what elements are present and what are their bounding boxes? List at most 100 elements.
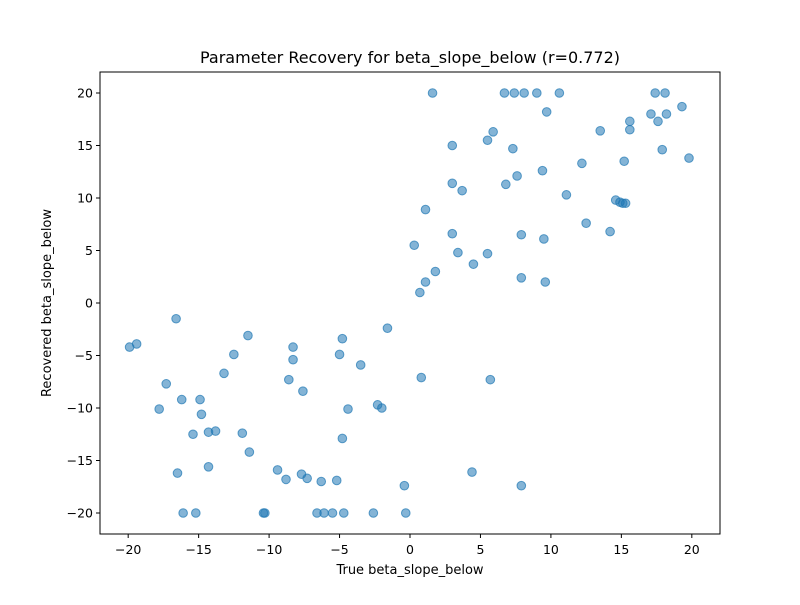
scatter-point-67: [508, 143, 518, 154]
scatter-point-1: [131, 339, 142, 349]
scatter-point-51: [420, 204, 431, 215]
scatter-point-25: [288, 342, 298, 352]
scatter-point-60: [467, 467, 477, 477]
scatter-point-31: [316, 476, 327, 487]
scatter-point-35: [334, 349, 345, 360]
scatter-point-22: [272, 465, 283, 475]
scatter-point-61: [482, 135, 493, 146]
scatter-point-73: [519, 88, 529, 98]
scatter-point-7: [178, 508, 188, 518]
scatter-point-18: [243, 330, 253, 341]
scatter-point-76: [539, 234, 549, 244]
x-tick-label: −15: [185, 542, 211, 557]
scatter-point-92: [646, 109, 656, 119]
x-tick-label: −5: [330, 542, 348, 557]
scatter-point-53: [430, 266, 441, 277]
scatter-point-98: [677, 101, 687, 112]
scatter-point-52: [427, 88, 438, 98]
scatter-point-2: [154, 404, 164, 414]
scatter-point-26: [288, 354, 298, 365]
scatter-point-66: [501, 179, 511, 190]
scatter-point-8: [188, 429, 198, 440]
scatter-point-54: [447, 140, 458, 151]
scatter-point-80: [561, 190, 572, 200]
y-axis-label: Recovered beta_slope_below: [40, 209, 55, 397]
scatter-point-72: [516, 480, 527, 491]
scatter-point-44: [382, 323, 393, 334]
scatter-point-99: [684, 153, 694, 163]
x-tick-label: −10: [256, 542, 282, 557]
scatter-point-38: [338, 508, 349, 518]
scatter-point-96: [660, 88, 670, 98]
x-tick-label: 10: [543, 542, 559, 557]
scatter-point-77: [540, 277, 551, 287]
scatter-point-39: [343, 404, 353, 414]
scatter-point-55: [447, 178, 458, 189]
y-tick-label: 10: [77, 191, 93, 206]
scatter-point-45: [399, 480, 410, 491]
scatter-point-4: [171, 313, 181, 324]
scatter-point-62: [482, 248, 493, 259]
scatter-point-78: [541, 107, 552, 117]
x-tick-label: 5: [476, 542, 484, 557]
scatter-point-68: [509, 88, 520, 98]
y-axis-ticks: −20 −15 −10 −5 0 5 10 15 20: [67, 86, 100, 521]
scatter-point-36: [337, 333, 348, 344]
scatter-point-63: [485, 374, 496, 385]
scatter-point-6: [176, 394, 187, 405]
chart-title: Parameter Recovery for beta_slope_below …: [200, 48, 620, 68]
y-tick-label: −10: [67, 401, 93, 416]
scatter-point-47: [409, 240, 420, 251]
y-tick-label: −20: [67, 506, 93, 521]
scatter-point-74: [532, 88, 542, 98]
scatter-point-58: [457, 185, 467, 196]
scatter-point-19: [244, 447, 255, 457]
scatter-point-32: [319, 508, 329, 518]
scatter-point-21: [260, 508, 270, 518]
scatter-point-94: [653, 116, 663, 127]
scatter-point-41: [368, 508, 379, 518]
scatter-point-29: [302, 473, 312, 484]
scatter-point-33: [327, 508, 338, 518]
x-tick-label: 15: [613, 542, 629, 557]
x-tick-label: 0: [406, 542, 414, 557]
scatter-point-82: [581, 218, 591, 228]
scatter-point-81: [577, 158, 587, 169]
scatter-point-40: [355, 360, 366, 370]
scatter-point-43: [377, 403, 387, 413]
scatter-point-56: [447, 228, 458, 239]
scatter-point-16: [229, 349, 239, 360]
scatter-point-70: [516, 229, 527, 240]
scatter-point-65: [499, 88, 510, 98]
scatter-point-79: [554, 88, 565, 98]
y-tick-label: −5: [75, 348, 93, 363]
scatter-point-49: [416, 372, 427, 383]
scatter-point-97: [661, 109, 672, 119]
scatter-point-88: [620, 198, 631, 209]
scatter-point-11: [196, 409, 207, 420]
scatter-point-93: [650, 88, 660, 98]
scatter-point-14: [210, 426, 221, 436]
x-tick-label: 20: [684, 542, 700, 557]
scatter-point-13: [203, 462, 214, 472]
scatter-point-3: [161, 379, 172, 389]
y-tick-label: −15: [67, 453, 93, 468]
x-tick-label: −20: [115, 542, 141, 557]
scatter-point-95: [657, 144, 668, 155]
scatter-point-50: [420, 277, 431, 287]
scatter-point-10: [195, 394, 205, 405]
y-tick-label: 0: [85, 296, 93, 311]
scatter-point-69: [512, 171, 522, 181]
scatter-point-59: [468, 259, 479, 269]
scatter-point-64: [488, 127, 498, 137]
y-tick-label: 5: [85, 243, 93, 258]
scatter-point-23: [281, 474, 291, 485]
scatter-point-83: [595, 126, 606, 136]
scatter-point-71: [516, 273, 527, 283]
scatter-point-48: [415, 287, 425, 298]
scatter-point-37: [337, 433, 348, 444]
scatter-point-57: [453, 247, 463, 258]
y-tick-label: 15: [77, 138, 93, 153]
